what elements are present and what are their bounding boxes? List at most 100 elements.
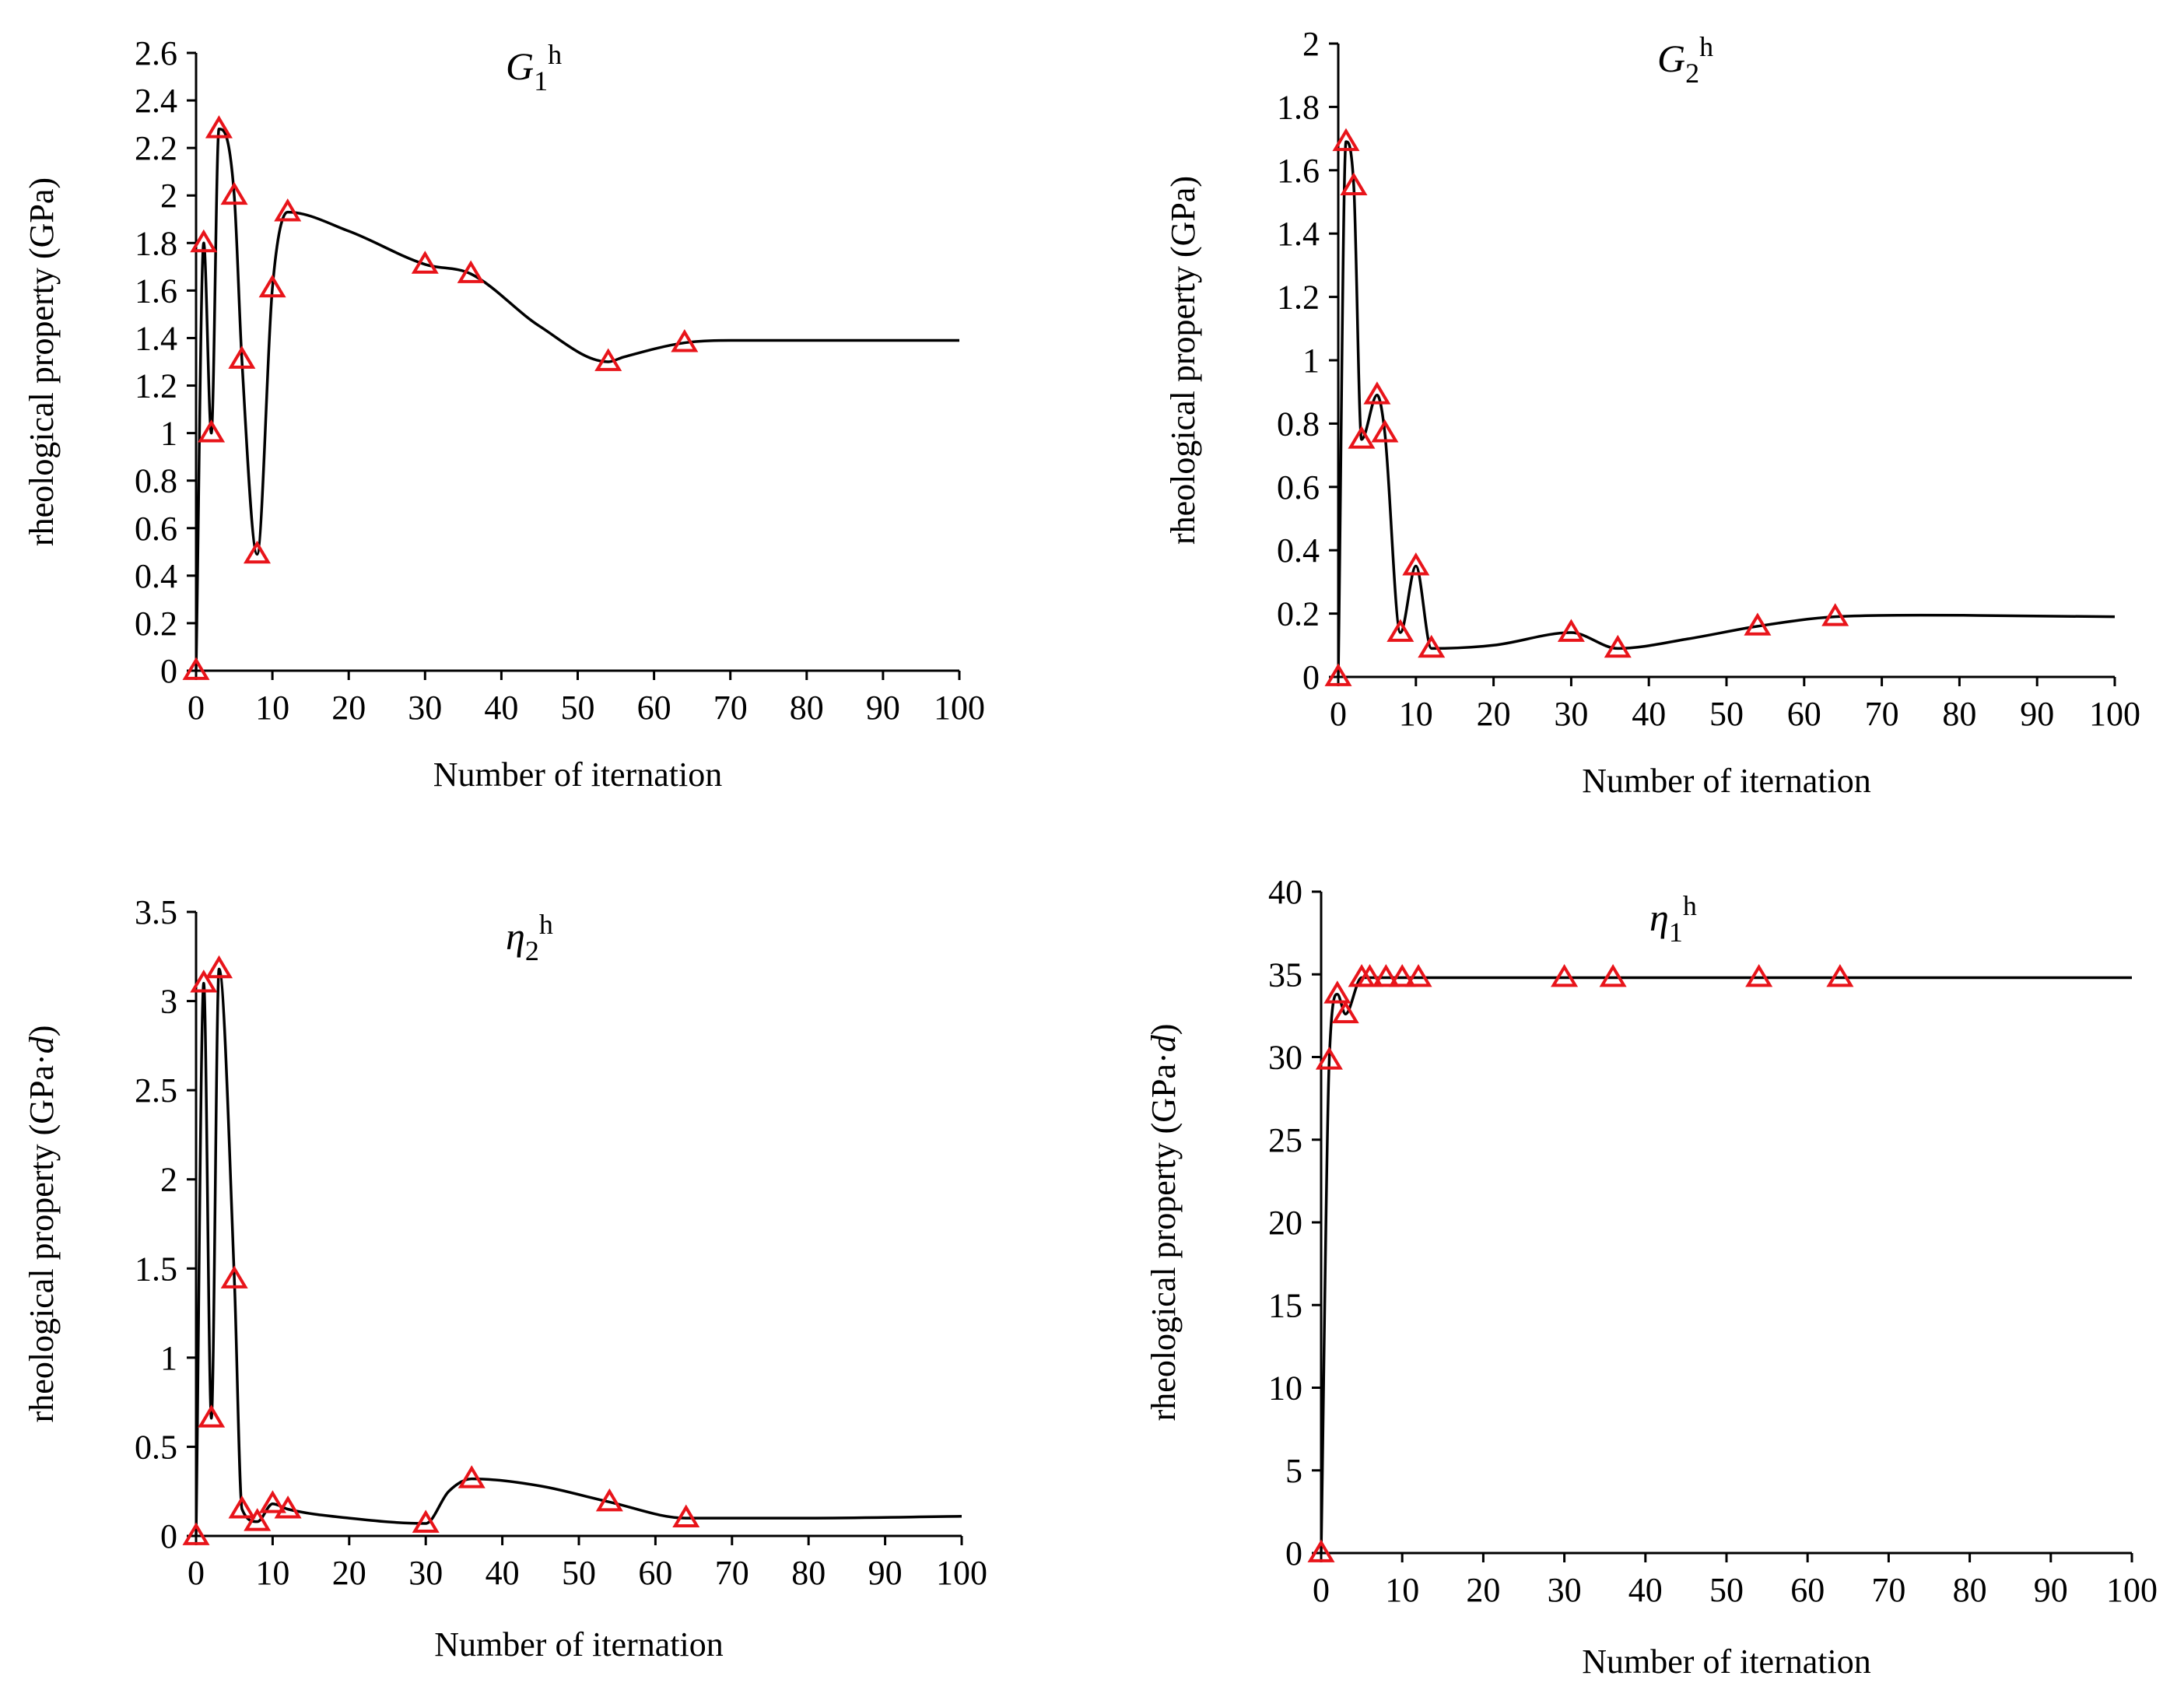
y-tick-label: 2 <box>160 1161 177 1199</box>
x-tick-label: 40 <box>1628 1571 1663 1609</box>
data-point-marker <box>182 1522 210 1545</box>
data-point-marker <box>594 348 622 371</box>
data-point-marker <box>228 345 256 369</box>
data-point-marker <box>1348 426 1376 449</box>
y-tick-label: 15 <box>1268 1286 1302 1324</box>
data-point-marker <box>1340 172 1368 196</box>
x-tick-label: 50 <box>1709 1571 1744 1609</box>
y-tick-label: 5 <box>1285 1452 1302 1490</box>
x-tick-label: 70 <box>1871 1571 1905 1609</box>
y-tick-label: 3.5 <box>135 893 177 931</box>
x-tick-label: 50 <box>561 689 595 727</box>
y-axis-title: rheological property (GPa·d) <box>23 1026 61 1423</box>
data-point-marker <box>274 198 302 222</box>
x-tick-label: 20 <box>332 1554 366 1592</box>
data-point-marker <box>1388 963 1416 987</box>
data-point-marker <box>1331 1000 1359 1024</box>
series-line <box>1337 140 2116 678</box>
y-tick-label: 1.2 <box>1277 279 1320 317</box>
y-tick-label: 3 <box>160 983 177 1021</box>
x-tick-label: 90 <box>2020 695 2054 733</box>
data-point-marker <box>1402 552 1430 576</box>
x-tick-label: 80 <box>1942 695 1976 733</box>
x-tick-label: 50 <box>562 1554 596 1592</box>
x-tick-label: 100 <box>2106 1571 2158 1609</box>
y-tick-label: 0 <box>160 652 177 690</box>
data-point-marker <box>198 1404 226 1428</box>
series-line <box>195 967 962 1537</box>
x-tick-label: 20 <box>1466 1571 1500 1609</box>
y-tick-label: 1.8 <box>135 224 177 262</box>
data-point-marker <box>1745 963 1773 987</box>
data-point-marker <box>595 1488 623 1512</box>
y-tick-label: 25 <box>1268 1121 1302 1159</box>
x-tick-label: 10 <box>255 689 289 727</box>
x-tick-label: 70 <box>713 689 748 727</box>
x-axis-title: Number of iternation <box>434 1625 723 1664</box>
x-tick-label: 100 <box>934 689 985 727</box>
x-tick-label: 80 <box>790 689 824 727</box>
chart-title: G1h <box>506 39 562 96</box>
x-tick-label: 90 <box>868 1554 903 1592</box>
y-tick-label: 0 <box>160 1517 177 1555</box>
data-point-marker <box>243 540 271 564</box>
x-tick-label: 100 <box>936 1554 987 1592</box>
y-axis-title: rheological property (GPa) <box>1164 176 1202 545</box>
x-tick-label: 50 <box>1709 695 1744 733</box>
x-axis-title: Number of iternation <box>433 756 722 794</box>
x-tick-label: 20 <box>1477 695 1511 733</box>
y-tick-label: 10 <box>1268 1369 1302 1408</box>
series-line <box>195 127 959 671</box>
y-tick-label: 2 <box>1302 25 1320 63</box>
data-point-marker <box>1744 612 1772 636</box>
data-point-marker <box>1826 963 1854 987</box>
y-tick-label: 2.5 <box>135 1071 177 1110</box>
data-point-marker <box>1315 1047 1343 1070</box>
data-point-marker <box>1551 963 1579 987</box>
data-point-marker <box>258 274 286 298</box>
chart-title: η1h <box>1649 890 1697 948</box>
chart-panel-4: 0 10 20 30 40 50 60 70 80 90 100 0 5 10 15 20 25 30 35 40 Nu… <box>1145 873 2158 1681</box>
x-tick-label: 90 <box>866 689 900 727</box>
data-point-marker <box>220 1265 248 1289</box>
data-point-marker <box>1356 963 1384 987</box>
data-point-marker <box>1372 963 1400 987</box>
data-point-marker <box>671 329 699 352</box>
y-tick-label: 0.6 <box>135 510 177 548</box>
data-point-marker <box>1557 619 1585 642</box>
x-tick-label: 60 <box>638 1554 672 1592</box>
y-tick-label: 1 <box>160 415 177 453</box>
y-tick-label: 0.6 <box>1277 468 1320 507</box>
data-point-marker <box>411 251 439 274</box>
y-tick-label: 0.8 <box>1277 405 1320 443</box>
y-tick-label: 0.4 <box>135 557 177 595</box>
y-tick-label: 1.6 <box>1277 152 1320 190</box>
data-point-marker <box>205 955 233 979</box>
y-axis-title: rheological property (GPa·d) <box>1145 1024 1183 1422</box>
data-point-marker <box>258 1490 286 1513</box>
y-tick-label: 1.4 <box>135 319 177 357</box>
y-tick-label: 40 <box>1268 873 1302 911</box>
y-tick-label: 1.2 <box>135 367 177 405</box>
data-point-marker <box>190 229 218 253</box>
data-point-marker <box>205 115 233 138</box>
x-tick-label: 0 <box>188 1554 205 1592</box>
y-tick-label: 1.6 <box>135 272 177 310</box>
y-tick-label: 1 <box>1302 342 1320 380</box>
x-tick-label: 40 <box>486 1554 520 1592</box>
y-tick-label: 0.2 <box>1277 595 1320 633</box>
x-axis-title: Number of iternation <box>1582 762 1870 800</box>
data-point-marker <box>1404 963 1432 987</box>
data-point-marker <box>1363 381 1391 405</box>
y-axis-title: rheological property (GPa) <box>23 177 61 546</box>
data-point-marker <box>198 419 226 443</box>
data-point-marker <box>1604 634 1632 658</box>
data-point-marker <box>190 969 218 993</box>
x-tick-label: 60 <box>637 689 671 727</box>
y-tick-label: 30 <box>1268 1039 1302 1077</box>
y-tick-label: 35 <box>1268 955 1302 994</box>
data-point-marker <box>1324 663 1352 686</box>
y-tick-label: 0.2 <box>135 605 177 643</box>
y-tick-label: 1.5 <box>135 1250 177 1288</box>
